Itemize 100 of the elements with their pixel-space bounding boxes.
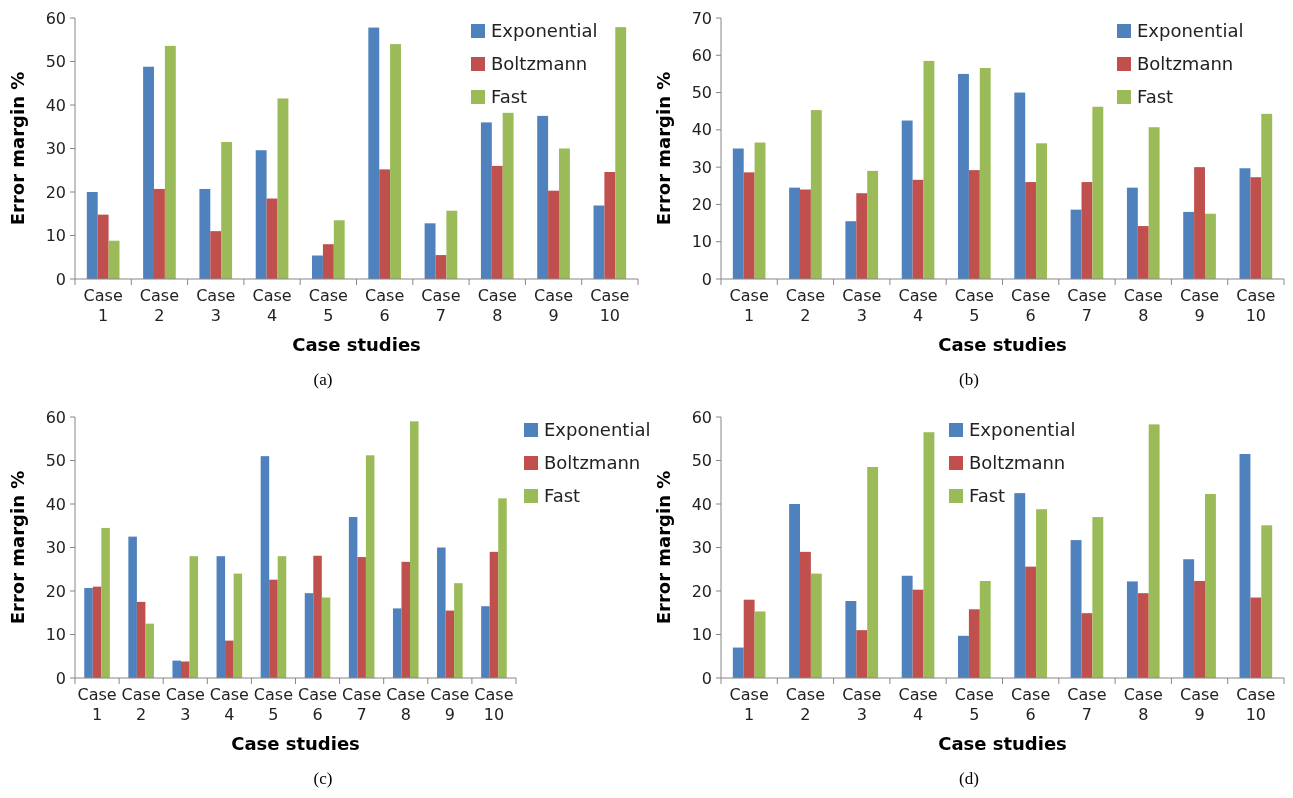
bar xyxy=(172,660,181,678)
x-tick-label: Case 7 xyxy=(1067,286,1107,325)
bar xyxy=(867,170,879,279)
x-tick-label: Case 2 xyxy=(139,286,180,325)
bar xyxy=(97,214,109,279)
bar xyxy=(313,555,322,678)
x-tick-label: Case 9 xyxy=(533,286,574,325)
legend-label: Fast xyxy=(1137,86,1174,108)
bar xyxy=(322,244,334,279)
bar xyxy=(266,198,278,279)
bar xyxy=(216,556,226,678)
legend-label: Boltzmann xyxy=(969,452,1066,474)
bar xyxy=(1081,182,1093,279)
x-tick-label: Case 1 xyxy=(77,685,117,724)
y-tick-label: 40 xyxy=(45,95,66,115)
x-tick-label: Case 10 xyxy=(474,685,514,724)
y-tick-label: 60 xyxy=(45,8,66,28)
bar xyxy=(136,601,146,678)
bar xyxy=(901,120,913,279)
bar xyxy=(480,122,492,279)
y-tick-label: 20 xyxy=(691,195,712,215)
x-tick-label: Case 10 xyxy=(1236,286,1276,325)
bar xyxy=(1239,453,1251,678)
bar xyxy=(1137,226,1149,279)
x-tick-label: Case 3 xyxy=(842,685,882,724)
legend-label: Fast xyxy=(544,485,581,507)
bar xyxy=(923,432,935,678)
y-tick-label: 40 xyxy=(691,494,712,514)
bar xyxy=(502,112,514,279)
x-tick-label: Case 6 xyxy=(1011,685,1051,724)
bar xyxy=(255,150,267,279)
bar xyxy=(321,597,331,678)
bar xyxy=(145,623,154,678)
bar xyxy=(810,573,822,678)
bar xyxy=(401,561,411,678)
bar xyxy=(84,587,93,678)
y-axis-title: Error margin % xyxy=(653,71,674,226)
bar xyxy=(1081,613,1093,678)
bar xyxy=(912,179,924,279)
x-axis-title: Case studies xyxy=(938,334,1067,355)
legend-label: Exponential xyxy=(491,20,598,42)
bar xyxy=(979,67,991,279)
bar xyxy=(548,190,559,279)
y-tick-label: 30 xyxy=(45,139,66,159)
bar xyxy=(154,188,165,279)
bar xyxy=(390,44,401,279)
x-tick-label: Case 9 xyxy=(1179,286,1220,325)
bar xyxy=(856,630,868,678)
x-tick-label: Case 3 xyxy=(196,286,236,325)
x-tick-label: Case 5 xyxy=(954,286,994,325)
bar xyxy=(445,610,455,678)
y-tick-label: 60 xyxy=(45,407,66,427)
bar xyxy=(968,609,980,678)
legend-label: Boltzmann xyxy=(544,452,641,474)
bar xyxy=(269,579,278,678)
bar xyxy=(754,611,766,678)
x-tick-label: Case 8 xyxy=(1123,685,1163,724)
x-tick-label: Case 2 xyxy=(785,286,826,325)
bar xyxy=(923,60,935,279)
bar xyxy=(1070,209,1082,279)
bar xyxy=(1250,597,1262,678)
x-tick-label: Case 6 xyxy=(365,286,405,325)
bar xyxy=(958,635,969,678)
y-tick-label: 0 xyxy=(701,668,712,688)
bar xyxy=(210,231,222,279)
bar xyxy=(1070,540,1082,678)
bar xyxy=(365,455,375,678)
x-tick-label: Case 3 xyxy=(842,286,882,325)
bar xyxy=(979,581,991,678)
y-tick-label: 30 xyxy=(691,157,712,177)
x-tick-label: Case 9 xyxy=(430,685,470,724)
y-tick-label: 40 xyxy=(45,494,66,514)
bar xyxy=(277,556,287,678)
bar xyxy=(1194,167,1205,279)
y-axis-title: Error margin % xyxy=(653,470,674,625)
bar xyxy=(277,98,289,279)
y-axis-title: Error margin % xyxy=(7,71,28,226)
bar xyxy=(743,172,755,279)
x-axis-title: Case studies xyxy=(292,334,421,355)
bar xyxy=(437,547,446,678)
bar xyxy=(1204,494,1216,678)
x-tick-label: Case 7 xyxy=(421,286,461,325)
x-tick-label: Case 4 xyxy=(252,286,292,325)
bar xyxy=(1126,187,1138,279)
bar xyxy=(225,640,234,678)
text: (c) xyxy=(313,769,333,788)
y-tick-label: 0 xyxy=(701,269,712,289)
y-tick-label: 10 xyxy=(691,232,712,252)
bar xyxy=(180,661,190,678)
bar xyxy=(199,188,211,279)
bar xyxy=(424,223,436,279)
y-tick-label: 70 xyxy=(691,8,712,28)
bar xyxy=(845,221,857,279)
bar xyxy=(958,73,969,279)
bar xyxy=(593,205,605,279)
bar xyxy=(1239,168,1251,279)
bar xyxy=(537,115,549,279)
bar xyxy=(489,551,499,678)
y-tick-label: 50 xyxy=(45,451,66,471)
bar xyxy=(789,187,801,279)
